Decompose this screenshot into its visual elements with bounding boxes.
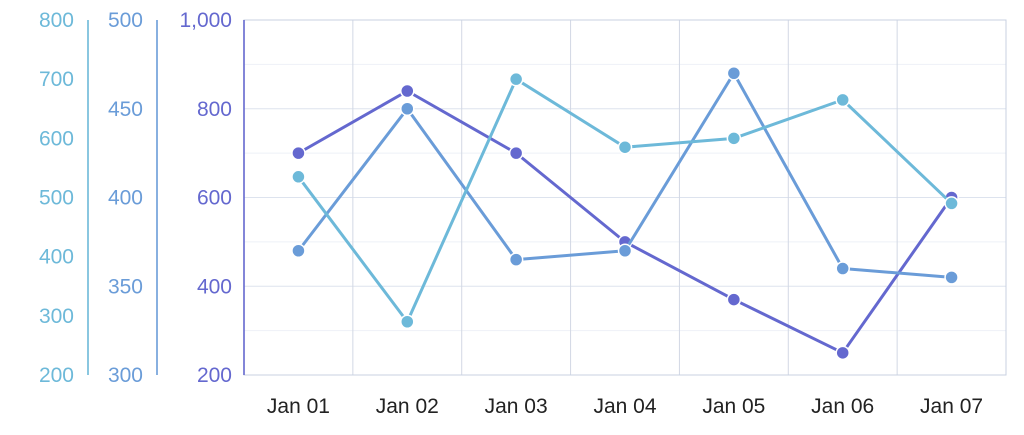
y-tick-label-y1: 600 (197, 187, 232, 210)
data-point-series-2 (617, 243, 633, 258)
data-point-series-3 (291, 169, 306, 185)
y-tick-label-y3: 500 (39, 187, 74, 210)
data-point-series-2 (400, 101, 415, 116)
y-tick-label-y1: 1,000 (179, 9, 232, 32)
data-point-series-3 (944, 196, 959, 211)
y-tick-label-y3: 300 (39, 305, 74, 328)
data-point-series-1 (508, 145, 524, 161)
y-tick-label-y2: 400 (108, 187, 143, 210)
y-axes: 200 400 600 800 1,000 300 350 400 450 500 200 300 40… (39, 9, 245, 387)
data-point-series-1 (400, 83, 415, 99)
data-point-series-3 (835, 92, 850, 108)
y-tick-label-y3: 200 (39, 364, 74, 387)
y-tick-label-y3: 700 (39, 68, 74, 91)
x-axis: Jan 01 Jan 02 Jan 03 Jan 04 Jan 05 Jan 06 Jan … (267, 395, 983, 418)
x-tick-label: Jan 04 (593, 395, 656, 418)
data-point-series-2 (835, 261, 850, 276)
y-tick-label-y2: 500 (108, 9, 143, 32)
data-point-series-2 (508, 252, 524, 267)
series-line-1 (296, 89, 954, 355)
x-tick-label: Jan 06 (811, 395, 874, 418)
data-point-series-3 (617, 139, 633, 155)
y-tick-label-y2: 350 (108, 275, 143, 298)
x-tick-label: Jan 07 (920, 395, 983, 418)
y-tick-label-y2: 450 (108, 98, 143, 121)
data-point-series-2 (726, 66, 742, 81)
y-tick-label-y1: 800 (197, 98, 232, 121)
y-tick-label-y3: 600 (39, 127, 74, 150)
data-point-series-3 (726, 131, 742, 146)
y-tick-label-y2: 300 (108, 364, 143, 387)
data-point-series-3 (508, 71, 524, 87)
y-tick-label-y1: 400 (197, 275, 232, 298)
y-tick-label-y3: 400 (39, 246, 74, 269)
grid (243, 19, 1007, 376)
data-point-series-1 (291, 145, 306, 161)
data-point-series-1 (835, 345, 850, 361)
data-point-series-2 (291, 243, 306, 258)
series-line-3 (296, 77, 954, 324)
y-tick-label-y1: 200 (197, 364, 232, 387)
data-point-series-2 (944, 270, 959, 285)
x-tick-label: Jan 03 (485, 395, 548, 418)
y-tick-label-y3: 800 (39, 9, 74, 32)
series (291, 66, 959, 361)
data-point-series-1 (726, 292, 742, 307)
x-tick-label: Jan 02 (376, 395, 439, 418)
x-tick-label: Jan 01 (267, 395, 330, 418)
x-tick-label: Jan 05 (702, 395, 765, 418)
data-point-series-3 (400, 314, 415, 329)
